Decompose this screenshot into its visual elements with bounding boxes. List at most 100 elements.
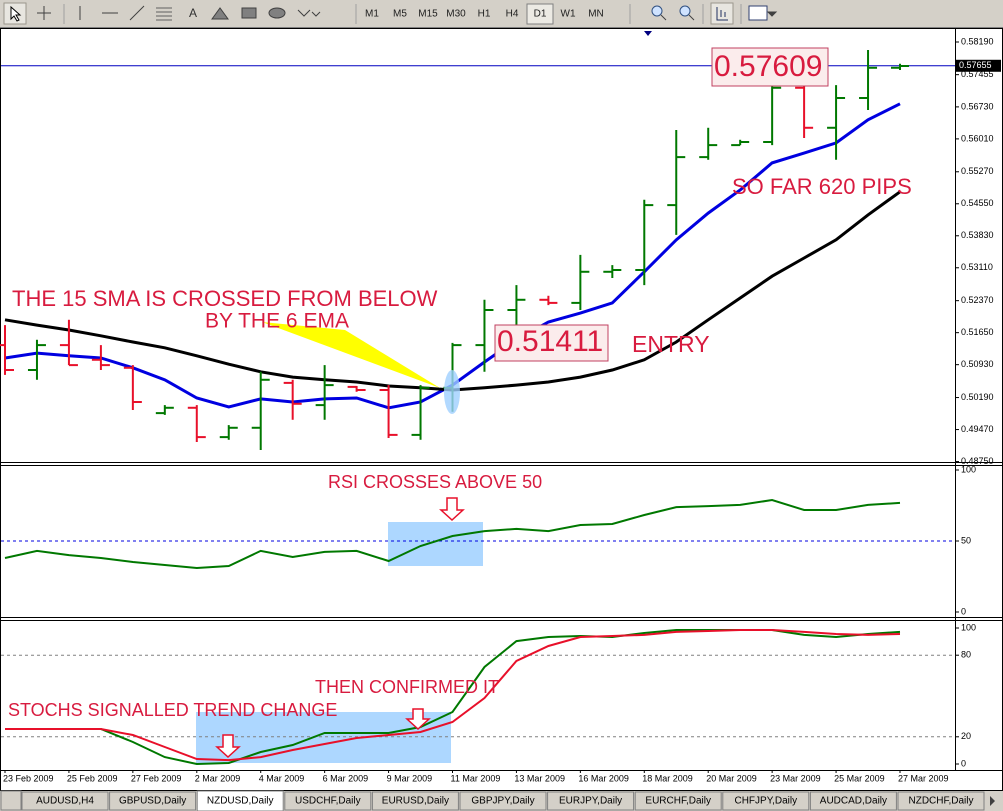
last-price-tag <box>956 59 1001 72</box>
annotation: ENTRY <box>632 331 710 357</box>
tab[interactable] <box>284 791 372 811</box>
price-box <box>494 324 609 362</box>
tab-label[interactable]: GBPJPY,Daily <box>471 796 534 807</box>
y-tick-label: 100 <box>961 464 976 474</box>
cursor-icon <box>10 5 22 22</box>
tab-label[interactable]: CHFJPY,Daily <box>734 796 797 807</box>
chart-frame <box>0 28 1003 791</box>
tab[interactable] <box>109 791 197 811</box>
timeframe-button[interactable]: M30 <box>446 9 466 20</box>
x-tick-label: 20 Mar 2009 <box>706 773 757 783</box>
autoscroll-icon <box>716 7 728 21</box>
tab-label[interactable]: EURCHF,Daily <box>645 796 711 807</box>
tab[interactable] <box>634 791 722 811</box>
tab-label[interactable]: USDCHF,Daily <box>295 796 361 807</box>
y-tick-label: 0.56730 <box>961 101 994 111</box>
annotation: STOCHS SIGNALLED TREND CHANGE <box>8 700 337 720</box>
y-tick-label: 0.53110 <box>961 262 993 272</box>
rsi-highlight <box>388 522 483 566</box>
y-tick-label: 0.51650 <box>961 327 994 337</box>
x-tick-label: 13 Mar 2009 <box>514 773 565 783</box>
cross-ellipse <box>444 370 460 414</box>
x-tick-label: 27 Mar 2009 <box>898 773 949 783</box>
autoscroll-button[interactable] <box>710 2 734 25</box>
y-tick-label: 0.54550 <box>961 198 994 208</box>
x-tick-label: 27 Feb 2009 <box>131 773 182 783</box>
y-tick-label: 20 <box>961 731 971 741</box>
price-box <box>711 47 829 87</box>
timeframe-button[interactable]: M5 <box>393 9 407 20</box>
x-tick-label: 6 Mar 2009 <box>323 773 369 783</box>
zoom-out-handle <box>688 14 695 21</box>
tab[interactable] <box>897 791 985 811</box>
annotation: RSI CROSSES ABOVE 50 <box>328 472 542 492</box>
x-tick-label: 2 Mar 2009 <box>195 773 241 783</box>
tab[interactable] <box>459 791 547 811</box>
x-tick-label: 11 Mar 2009 <box>451 773 501 783</box>
y-tick-label: 0.57455 <box>961 69 994 79</box>
tab[interactable] <box>722 791 810 811</box>
timeframe-button[interactable]: MN <box>588 9 604 20</box>
y-tick-label: 0.58190 <box>961 36 994 46</box>
channel-icon[interactable] <box>156 7 172 21</box>
y-tick-label: 0.55270 <box>961 166 994 176</box>
y-tick-label: 80 <box>961 650 971 660</box>
x-tick-label: 25 Mar 2009 <box>834 773 885 783</box>
ellipse-icon[interactable] <box>268 7 286 19</box>
timeframe-pressed <box>526 3 554 25</box>
timeframe-button[interactable]: D1 <box>534 9 547 20</box>
shift-marker <box>644 31 652 36</box>
x-tick-label: 23 Feb 2009 <box>3 773 54 783</box>
text-tool[interactable]: A <box>189 6 197 20</box>
tab[interactable] <box>21 791 109 811</box>
indicator-line <box>5 629 901 762</box>
timeframe-button[interactable]: W1 <box>561 9 576 20</box>
tab-label[interactable]: AUDCAD,Daily <box>820 796 887 807</box>
y-tick-label: 0.48750 <box>961 456 994 466</box>
timeframe-button[interactable]: H1 <box>478 9 491 20</box>
y-tick-label: 0.50930 <box>961 359 994 369</box>
y-tick-label: 0.49470 <box>961 424 994 434</box>
timeframe-button[interactable]: M1 <box>365 9 379 20</box>
y-tick-label: 50 <box>961 535 971 545</box>
y-tick-label: 0.52370 <box>961 295 994 305</box>
y-tick-label: 0.56010 <box>961 133 994 143</box>
triangle-icon[interactable] <box>211 7 229 20</box>
tab[interactable] <box>371 791 459 811</box>
tab[interactable] <box>809 791 897 811</box>
zoom-out-icon[interactable] <box>679 5 691 17</box>
timeframe-buttons: M1 M5 M15 M30 H1 H4 D1 W1 MN <box>365 3 604 25</box>
dropdown-arrow <box>766 11 778 17</box>
x-tick-label: 4 Mar 2009 <box>259 773 305 783</box>
y-tick-label: 0.50190 <box>961 392 994 402</box>
tab-label[interactable]: NZDCHF,Daily <box>909 796 974 807</box>
annotation: THEN CONFIRMED IT <box>315 677 499 697</box>
symbol-tabs: AUDUSD,H4 GBPUSD,Daily NZDUSD,Daily USDCHF,… <box>0 790 1003 811</box>
tab-label[interactable]: NZDUSD,Daily <box>207 796 274 807</box>
timeframe-button[interactable]: M15 <box>418 9 438 20</box>
timeframe-button[interactable]: H4 <box>506 9 519 20</box>
arrow-down <box>439 497 465 522</box>
tab-label[interactable]: EURUSD,Daily <box>382 796 449 807</box>
annotation: 0.51411 <box>497 325 603 358</box>
toolbar-icons <box>3 2 778 25</box>
arrows-icon[interactable] <box>297 9 321 17</box>
rect-icon[interactable] <box>241 7 257 19</box>
templates-icon[interactable] <box>748 5 768 21</box>
tab-active[interactable] <box>196 790 284 811</box>
y-tick-label: 0 <box>961 606 966 616</box>
trendline-icon[interactable] <box>129 5 145 21</box>
tab[interactable] <box>547 791 635 811</box>
arrow-down <box>215 734 241 759</box>
tab-label[interactable]: AUDUSD,H4 <box>36 796 94 807</box>
annotation: BY THE 6 EMA <box>205 310 349 333</box>
tab-label[interactable]: GBPUSD,Daily <box>119 796 186 807</box>
y-tick-label: 0.53830 <box>961 230 994 240</box>
crosshair-icon[interactable] <box>37 6 51 20</box>
zoom-in-icon[interactable] <box>651 5 663 17</box>
tab-label[interactable]: EURJPY,Daily <box>559 796 622 807</box>
arrow-down <box>405 708 431 731</box>
annotation: 0.57609 <box>714 50 822 83</box>
